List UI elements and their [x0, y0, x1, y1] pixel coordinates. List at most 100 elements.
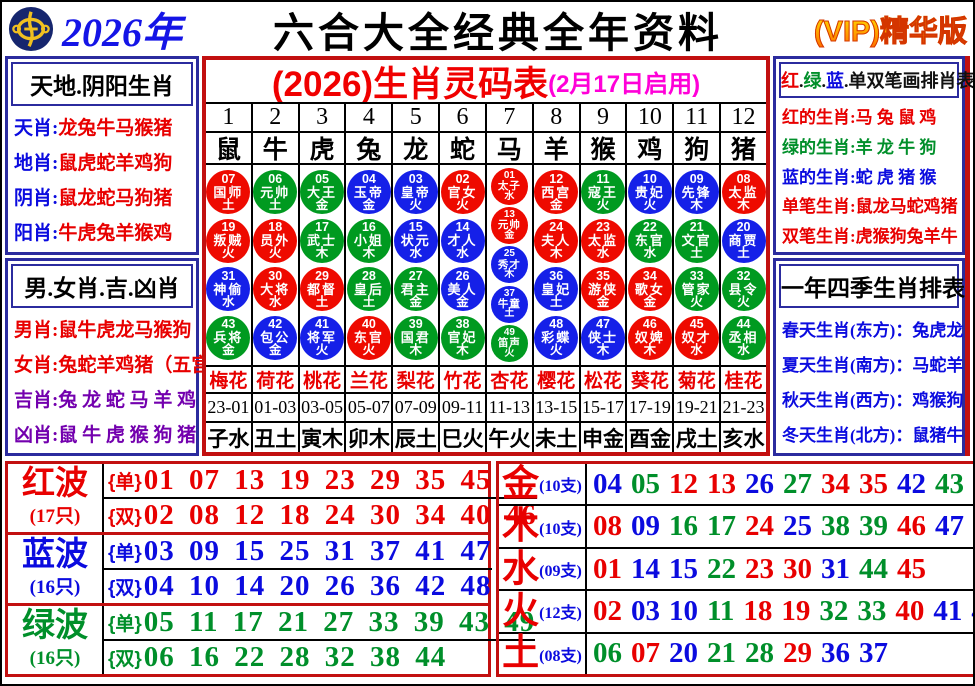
element-number: 21 [707, 637, 736, 670]
number-ball: 06 元帅土 [253, 170, 298, 215]
row-value: 鼠 牛 虎 猴 狗 猪 [58, 424, 197, 446]
season-row: 春天生肖(东方)：兔虎龙 [782, 320, 964, 340]
ball-element: 火 [456, 198, 469, 213]
ball-number: 41 [315, 317, 330, 332]
column-zodiac: 蛇 [440, 133, 485, 165]
parity-tag: {双} [108, 649, 142, 670]
ball-number: 33 [689, 268, 704, 283]
number-ball: 38 官妃木 [440, 315, 485, 360]
column-number: 2 [252, 104, 298, 133]
ball-title: 将军 [307, 329, 338, 345]
wave-number-row: {单} 01 07 13 19 23 29 35 45 [104, 464, 537, 497]
column-zodiac: 狗 [674, 133, 720, 165]
ball-title: 彩蝶 [541, 329, 572, 345]
row-value: 鼠龙蛇马狗猪 [58, 188, 173, 210]
title-segment: 红 [781, 71, 799, 91]
year-label: 2026年 [62, 10, 182, 55]
title-segment: 绿 [803, 71, 822, 91]
ball-element: 火 [596, 198, 610, 213]
ball-number: 30 [268, 268, 283, 283]
column-flower: 荷花 [252, 367, 298, 394]
season-row: 秋天生肖(西方)：鸡猴狗 [782, 390, 964, 410]
row-label: 男肖: [14, 319, 59, 341]
ball-element: 水 [643, 246, 657, 261]
number-ball: 04 玉帝金 [346, 170, 391, 215]
element-number: 17 [707, 510, 736, 543]
ball-number: 28 [361, 268, 376, 283]
row-label: 凶肖: [14, 424, 59, 446]
column-hour-range: 11-13 [486, 394, 532, 423]
title-segment: . [799, 71, 804, 91]
ball-title: 叛贼 [213, 233, 244, 249]
element-number: 08 [593, 510, 622, 543]
column-zodiac: 羊 [533, 133, 579, 165]
ball-number: 29 [315, 268, 330, 283]
element-number: 15 [669, 552, 698, 585]
row-label: 阴肖: [14, 188, 59, 210]
ball-element: 火 [222, 246, 235, 261]
number-ball-stack: 04 玉帝金 16 小姐木 28 皇后土 40 东官火 [346, 165, 392, 367]
ball-element: 土 [268, 198, 282, 213]
ball-number: 21 [689, 220, 704, 235]
wave-rows: {单} 05 11 17 21 27 33 39 43 49 {双} 06 16 22… [104, 606, 536, 674]
ball-element: 土 [504, 308, 515, 320]
ball-number: 19 [221, 220, 236, 235]
title-segment: . [844, 71, 849, 91]
ball-title: 歌女 [634, 281, 665, 297]
ball-element: 土 [315, 294, 329, 309]
number-ball: 28 皇后土 [346, 267, 391, 312]
ball-number: 22 [642, 220, 657, 235]
zodiac-attribute-row: 地肖:鼠虎蛇羊鸡狗 [14, 148, 190, 175]
element-number: 06 [593, 637, 622, 670]
wave-section: 蓝波 (16只) {单} 03 09 15 25 31 37 41 47 {双} 04 1… [5, 532, 492, 606]
table-subtitle: (2月17日启用) [548, 70, 701, 98]
ball-number: 05 [315, 172, 330, 187]
number-ball: 18 员外火 [253, 218, 298, 263]
parity-tag: {双} [108, 507, 142, 528]
number-ball: 37 牛童土 [490, 285, 528, 323]
wave-name: 绿波 [22, 608, 88, 644]
element-number: 24 [745, 510, 774, 543]
ball-element: 火 [315, 343, 329, 358]
element-number: 46 [897, 510, 926, 543]
element-number: 41 [933, 594, 963, 627]
season-rows: 春天生肖(东方)：兔虎龙 夏天生肖(南方)：马蛇羊 秋天生肖(西方)：鸡猴狗 冬天生肖… [776, 309, 964, 454]
color-stroke-rows: 红的生肖:马 兔 鼠 鸡绿的生肖:羊 龙 牛 狗蓝的生肖:蛇 虎 猪 猴单笔生肖… [776, 99, 962, 252]
column-flower: 樱花 [533, 367, 579, 394]
element-number: 11 [707, 594, 735, 627]
number-ball-stack: 09 先锋木 21 文官土 33 管家火 45 奴才水 [674, 165, 720, 367]
number-ball: 11 寇王火 [581, 170, 626, 215]
element-name: 土 [502, 633, 540, 675]
number-ball: 27 君主金 [393, 267, 438, 312]
number-ball: 02 官女火 [440, 170, 485, 215]
wave-numbers: 04 10 14 20 26 36 42 48 [143, 570, 492, 602]
ball-element: 金 [409, 294, 422, 309]
row-value: 鼠牛虎龙马猴狗 [58, 319, 192, 341]
number-ball: 13 元帅金 [490, 207, 528, 245]
panel-tiandi-yinyang: 天地.阴阳生肖 天肖:龙兔牛马猴猪 地肖:鼠虎蛇羊鸡狗 阴肖:鼠龙蛇马狗猪 阳肖:牛虎… [5, 56, 199, 255]
zodiac-code-table: (2026)生肖灵码表 (2月17日启用) 1 鼠 07 国师土 19 叛贼火 31 神偷水 4… [202, 56, 770, 456]
element-number: 16 [669, 510, 698, 543]
row-value: 牛虎兔羊猴鸡 [58, 223, 173, 245]
ball-title: 兵将 [213, 329, 244, 345]
ball-element: 土 [222, 198, 235, 213]
number-ball: 05 大王金 [300, 170, 345, 215]
zodiac-grid: 1 鼠 07 国师土 19 叛贼火 31 神偷水 43 兵将金梅花 23-01 子水 2 牛 06 元帅土 18… [206, 102, 766, 452]
column-flower: 葵花 [627, 367, 673, 394]
ball-number: 08 [736, 172, 751, 187]
number-ball: 44 丞相水 [721, 315, 766, 360]
column-hour-range: 01-03 [252, 394, 298, 423]
ball-number: 06 [268, 172, 283, 187]
number-ball: 03 皇帝火 [393, 170, 438, 215]
column-hour-range: 15-17 [580, 394, 626, 423]
ball-title: 才人 [447, 233, 478, 249]
ball-element: 金 [456, 294, 469, 309]
ball-element: 火 [362, 343, 376, 358]
number-ball: 45 奴才水 [674, 315, 719, 360]
number-ball: 01 太子水 [490, 168, 528, 206]
ball-title: 寇王 [588, 184, 619, 200]
column-number: 9 [580, 104, 626, 133]
column-number: 11 [674, 104, 720, 133]
column-number: 4 [346, 104, 392, 133]
element-number: 23 [745, 552, 774, 585]
